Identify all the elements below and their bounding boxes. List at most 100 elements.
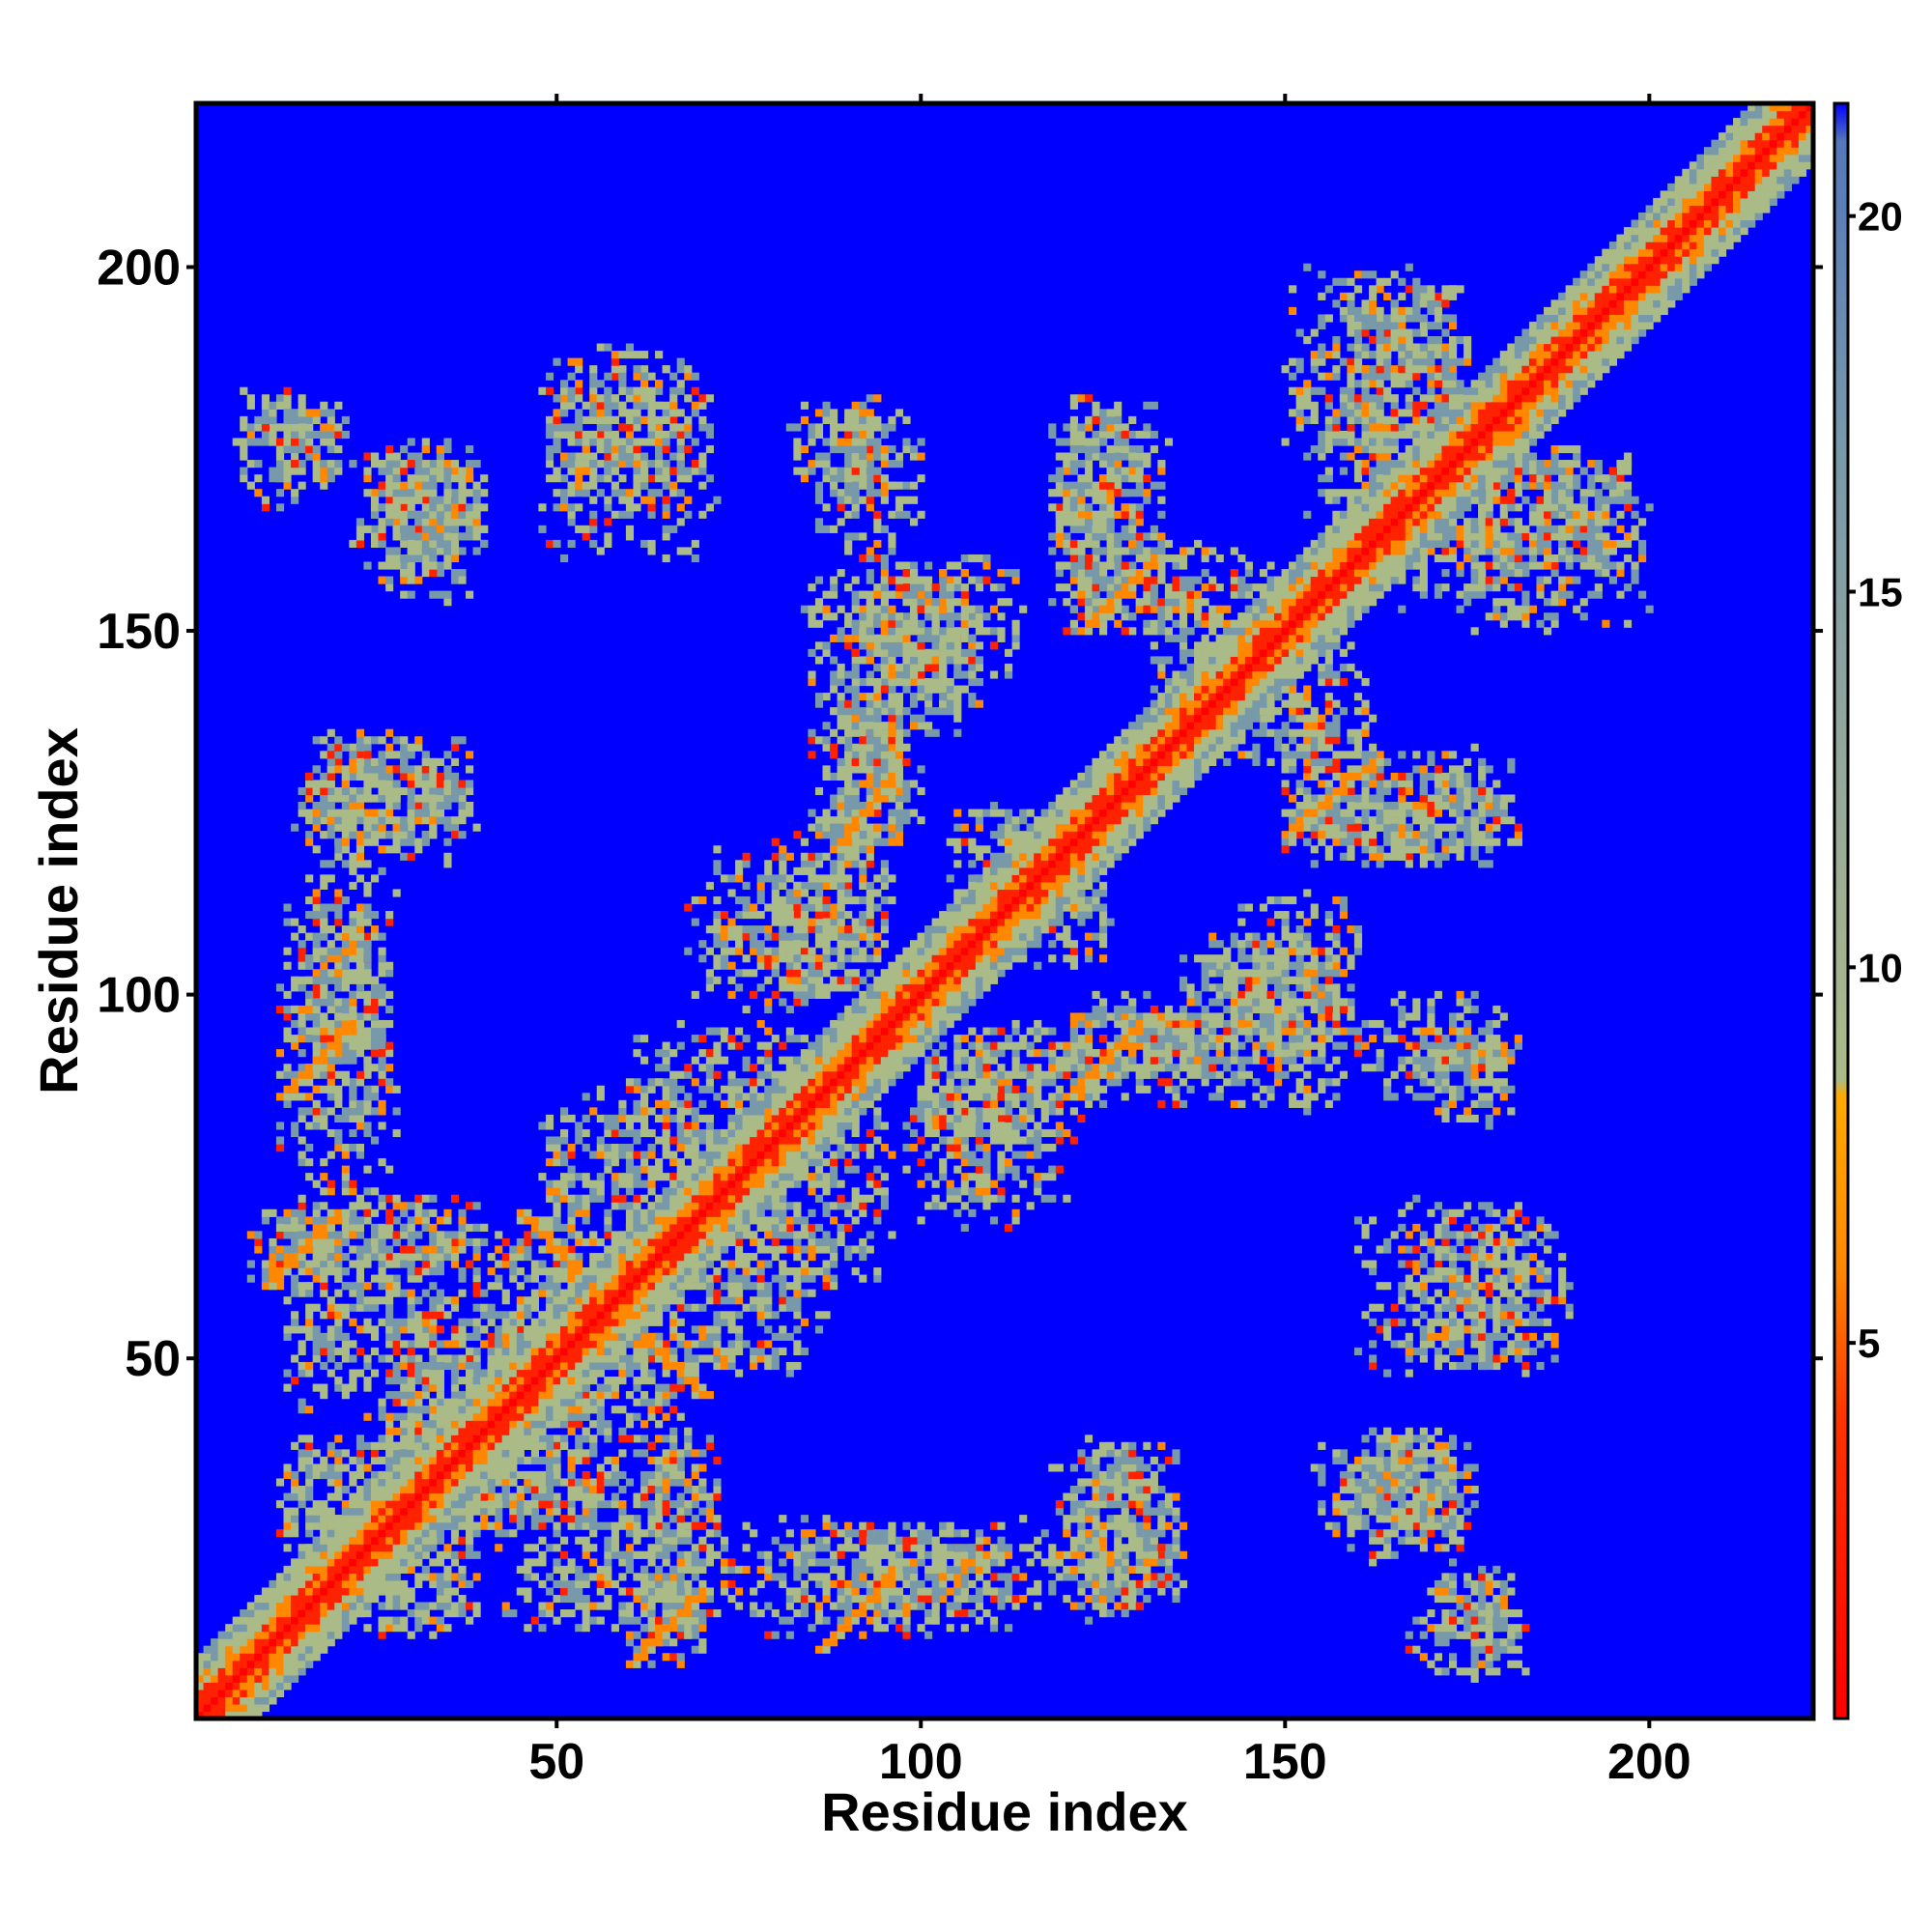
heatmap-cell bbox=[975, 1187, 983, 1196]
heatmap-cell bbox=[1069, 401, 1078, 410]
heatmap-cell bbox=[1099, 1049, 1108, 1058]
heatmap-cell bbox=[1230, 976, 1238, 984]
heatmap-cell bbox=[1143, 1550, 1151, 1559]
heatmap-cell bbox=[1419, 765, 1428, 774]
heatmap-cell bbox=[698, 940, 707, 949]
heatmap-cell bbox=[1492, 1579, 1501, 1589]
heatmap-cell bbox=[895, 757, 904, 766]
heatmap-cell bbox=[633, 467, 641, 475]
heatmap-cell bbox=[1186, 990, 1195, 999]
heatmap-cell bbox=[1463, 351, 1472, 359]
heatmap-cell bbox=[1499, 1602, 1508, 1610]
heatmap-cell bbox=[756, 954, 765, 963]
heatmap-cell bbox=[1157, 612, 1166, 621]
heatmap-cell bbox=[1492, 1035, 1501, 1043]
heatmap-cell bbox=[1303, 751, 1312, 759]
heatmap-cell bbox=[1092, 481, 1100, 490]
heatmap-cell bbox=[1055, 561, 1064, 570]
heatmap-cell bbox=[1383, 452, 1392, 461]
heatmap-cell bbox=[866, 452, 874, 461]
heatmap-cell bbox=[1427, 1274, 1435, 1283]
heatmap-cell bbox=[1324, 474, 1333, 483]
heatmap-cell bbox=[1383, 852, 1392, 861]
heatmap-cell bbox=[363, 998, 372, 1007]
heatmap-cell bbox=[1623, 496, 1633, 504]
heatmap-cell bbox=[1361, 838, 1370, 846]
heatmap-cell bbox=[1310, 351, 1319, 359]
heatmap-cell bbox=[1266, 940, 1275, 949]
heatmap-cell bbox=[1353, 270, 1363, 279]
heatmap-cell bbox=[1347, 380, 1355, 388]
heatmap-cell bbox=[720, 947, 729, 955]
heatmap-cell bbox=[1339, 386, 1348, 395]
heatmap-cell bbox=[1194, 1049, 1203, 1058]
heatmap-cell bbox=[1579, 489, 1588, 497]
heatmap-cell bbox=[1274, 983, 1283, 992]
heatmap-cell bbox=[1463, 336, 1472, 345]
heatmap-cell bbox=[1077, 1565, 1086, 1574]
heatmap-cell bbox=[355, 751, 365, 759]
heatmap-cell bbox=[1383, 365, 1392, 374]
heatmap-cell bbox=[1092, 583, 1100, 592]
heatmap-cell bbox=[1106, 561, 1115, 570]
heatmap-cell bbox=[1478, 1594, 1487, 1604]
heatmap-cell bbox=[1135, 467, 1144, 475]
heatmap-cell bbox=[1281, 786, 1290, 796]
heatmap-cell bbox=[902, 663, 911, 672]
heatmap-cell bbox=[1295, 357, 1304, 366]
heatmap-cell bbox=[1369, 299, 1378, 308]
heatmap-cell bbox=[669, 430, 678, 440]
heatmap-cell bbox=[1485, 1093, 1493, 1101]
heatmap-cell bbox=[1084, 474, 1094, 483]
heatmap-cell bbox=[1266, 757, 1275, 766]
heatmap-cell bbox=[800, 903, 809, 912]
heatmap-cell bbox=[443, 561, 452, 570]
heatmap-cell bbox=[713, 976, 722, 984]
heatmap-cell bbox=[1398, 292, 1406, 300]
heatmap-cell bbox=[822, 415, 831, 424]
heatmap-cell bbox=[989, 583, 999, 592]
heatmap-cell bbox=[1419, 823, 1428, 832]
heatmap-cell bbox=[1114, 561, 1122, 570]
heatmap-cell bbox=[1332, 751, 1341, 759]
heatmap-cell bbox=[851, 656, 860, 665]
heatmap-cell bbox=[1281, 925, 1290, 934]
heatmap-cell bbox=[851, 743, 860, 752]
heatmap-cell bbox=[1347, 1463, 1355, 1472]
heatmap-cell bbox=[1114, 1602, 1122, 1610]
heatmap-cell bbox=[355, 802, 365, 810]
heatmap-cell bbox=[1230, 932, 1238, 941]
heatmap-cell bbox=[1412, 751, 1421, 759]
heatmap-cell bbox=[917, 1158, 925, 1167]
heatmap-cell bbox=[735, 895, 744, 905]
heatmap-cell bbox=[989, 1573, 999, 1581]
heatmap-cell bbox=[378, 1041, 386, 1050]
heatmap-cell bbox=[1376, 351, 1384, 359]
heatmap-cell bbox=[1361, 321, 1370, 330]
heatmap-cell bbox=[793, 925, 802, 934]
heatmap-cell bbox=[545, 415, 554, 424]
heatmap-cell bbox=[1507, 583, 1516, 592]
heatmap-cell bbox=[1383, 802, 1392, 810]
heatmap-cell bbox=[1295, 365, 1304, 374]
heatmap-cell bbox=[1558, 444, 1567, 454]
heatmap-cell bbox=[1347, 751, 1355, 759]
heatmap-cell bbox=[1289, 1049, 1297, 1058]
heatmap-cell bbox=[1427, 838, 1435, 846]
heatmap-cell bbox=[844, 409, 853, 417]
heatmap-cell bbox=[1135, 518, 1144, 526]
heatmap-cell bbox=[1638, 554, 1647, 563]
heatmap-cell bbox=[1303, 1099, 1312, 1108]
heatmap-cell bbox=[1405, 285, 1413, 294]
heatmap-cell bbox=[968, 1122, 977, 1130]
heatmap-cell bbox=[1114, 539, 1122, 549]
heatmap-cell bbox=[414, 539, 423, 549]
heatmap-cell bbox=[341, 430, 350, 440]
heatmap-cell bbox=[880, 728, 889, 737]
heatmap-cell bbox=[1361, 481, 1370, 490]
heatmap-cell bbox=[888, 1550, 896, 1559]
heatmap-cell bbox=[698, 895, 707, 905]
heatmap-cell bbox=[727, 947, 736, 955]
heatmap-cell bbox=[1528, 460, 1538, 469]
heatmap-cell bbox=[443, 481, 452, 490]
